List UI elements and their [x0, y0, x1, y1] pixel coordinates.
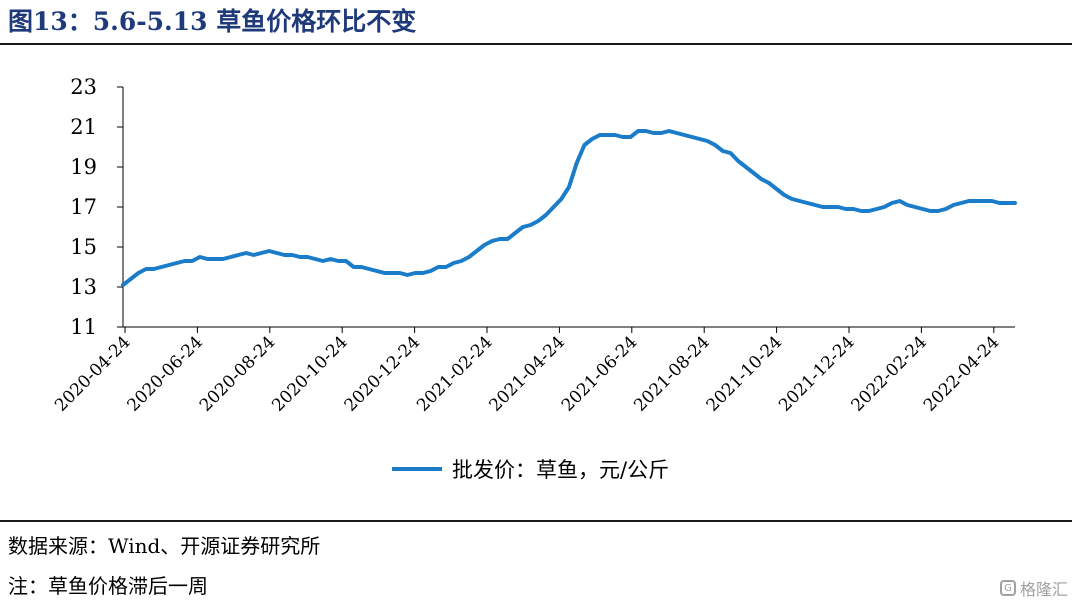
footnote: 注：草鱼价格滞后一周: [8, 574, 208, 598]
y-tick-label: 19: [70, 155, 97, 179]
data-source: 数据来源：Wind、开源证券研究所: [8, 534, 321, 558]
logo-icon: G: [999, 580, 1016, 596]
series-line-grass-carp: [121, 129, 1017, 287]
x-axis-ticks: 2020-04-242020-06-242020-08-242020-10-24…: [51, 327, 1003, 416]
y-axis-ticks: 11 13 15 17 19 21 23: [70, 75, 123, 339]
x-tick-label: 2021-02-24: [413, 332, 496, 415]
x-tick-label: 2022-04-24: [920, 332, 1003, 415]
y-tick-label: 15: [70, 235, 97, 259]
y-tick-label: 23: [70, 75, 97, 99]
x-tick-label: 2021-12-24: [775, 332, 858, 415]
y-tick-label: 11: [70, 315, 97, 339]
footer-divider: [0, 520, 1072, 522]
page-title: 图13：5.6-5.13 草鱼价格环比不变: [8, 7, 417, 36]
y-tick-label: 13: [70, 275, 97, 299]
x-tick-label: 2020-04-24: [51, 332, 134, 415]
x-tick-label: 2021-04-24: [485, 332, 568, 415]
x-tick-label: 2020-12-24: [341, 332, 424, 415]
y-tick-label: 21: [70, 115, 97, 139]
watermark: G 格隆汇: [999, 576, 1068, 600]
x-tick-label: 2021-10-24: [703, 332, 786, 415]
x-tick-label: 2021-08-24: [630, 332, 713, 415]
x-tick-label: 2020-08-24: [196, 332, 279, 415]
title-divider: [0, 43, 1072, 45]
watermark-text: 格隆汇: [1019, 580, 1068, 599]
x-tick-label: 2020-06-24: [123, 332, 206, 415]
x-tick-label: 2020-10-24: [268, 332, 351, 415]
legend-label: 批发价：草鱼，元/公斤: [452, 458, 669, 482]
y-tick-label: 17: [70, 195, 97, 219]
x-tick-label: 2022-02-24: [847, 332, 930, 415]
chart-legend: 批发价：草鱼，元/公斤: [392, 458, 669, 482]
x-tick-label: 2021-06-24: [558, 332, 641, 415]
